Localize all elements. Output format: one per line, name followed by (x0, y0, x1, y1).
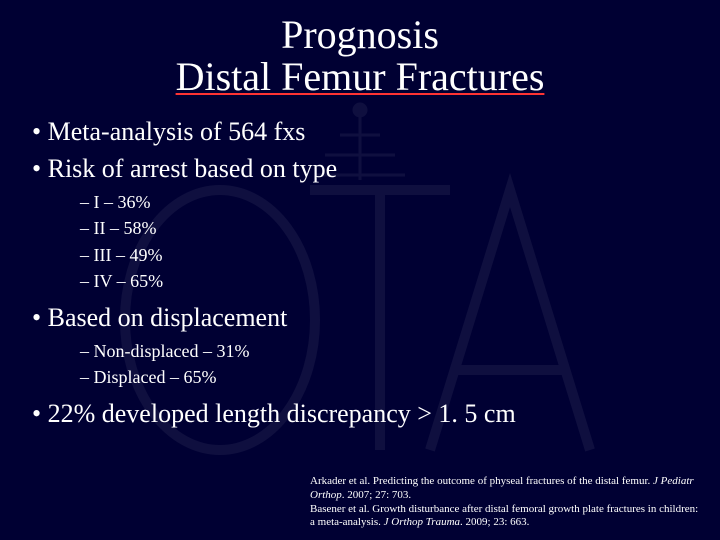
title-line-2: Distal Femur Fractures (24, 56, 696, 98)
sub-item: IV – 65% (80, 270, 696, 293)
bullet-text: Risk of arrest based on type (48, 154, 338, 183)
bullet-item: Based on displacement Non-displaced – 31… (32, 302, 696, 390)
bullet-text: Meta-analysis of 564 fxs (48, 117, 306, 146)
bullet-text: 22% developed length discrepancy > 1. 5 … (48, 399, 516, 428)
bullet-text: Based on displacement (48, 303, 288, 332)
sub-item: I – 36% (80, 191, 696, 214)
ref-text: . 2007; 27: 703. (342, 489, 411, 501)
ref-text: Arkader et al. Predicting the outcome of… (310, 475, 653, 487)
bullet-item: 22% developed length discrepancy > 1. 5 … (32, 398, 696, 431)
ref-journal: J Orthop Trauma (384, 516, 460, 528)
sub-item: II – 58% (80, 217, 696, 240)
slide-title: Prognosis Distal Femur Fractures (24, 14, 696, 98)
reference-1: Arkader et al. Predicting the outcome of… (310, 475, 700, 503)
bullet-item: Meta-analysis of 564 fxs (32, 116, 696, 149)
ref-text: . 2009; 23: 663. (460, 516, 529, 528)
sub-list: I – 36% II – 58% III – 49% IV – 65% (32, 191, 696, 294)
sub-item: III – 49% (80, 244, 696, 267)
sub-item: Displaced – 65% (80, 366, 696, 389)
bullet-list: Meta-analysis of 564 fxs Risk of arrest … (24, 116, 696, 430)
title-line-1: Prognosis (24, 14, 696, 56)
references: Arkader et al. Predicting the outcome of… (310, 475, 700, 530)
reference-2: Basener et al. Growth disturbance after … (310, 503, 700, 531)
bullet-item: Risk of arrest based on type I – 36% II … (32, 153, 696, 294)
sub-list: Non-displaced – 31% Displaced – 65% (32, 340, 696, 390)
sub-item: Non-displaced – 31% (80, 340, 696, 363)
